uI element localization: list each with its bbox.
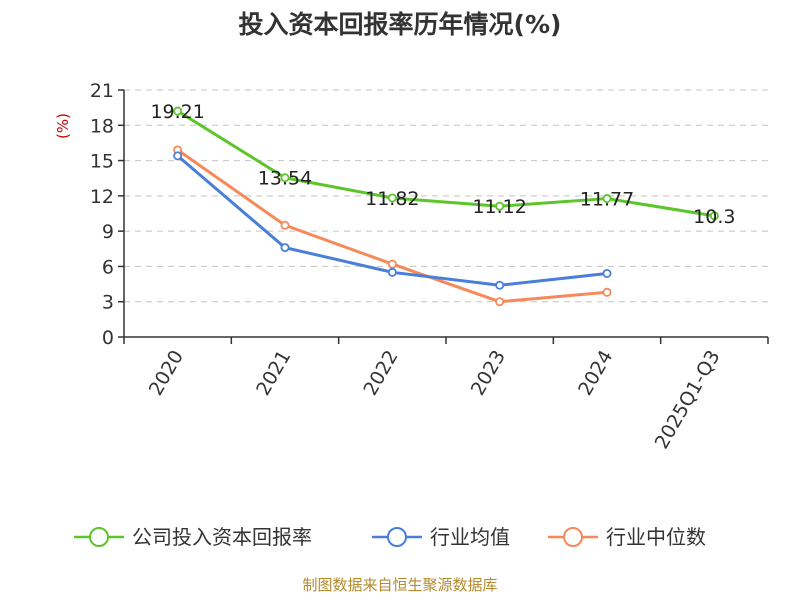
data-point [495,201,505,211]
series-lines [173,106,719,307]
x-tick-label: 2024 [574,347,617,400]
source-footnote: 制图数据来自恒生聚源数据库 [302,576,497,594]
y-tick-label: 21 [90,80,114,102]
legend-marker [563,527,583,547]
data-point [602,268,612,278]
data-point [387,267,397,277]
y-tick-label: 15 [90,151,114,173]
data-point [602,287,612,297]
data-point [387,259,397,269]
legend-label: 行业均值 [430,525,510,549]
x-tick-label: 2023 [467,346,510,399]
grid-lines [124,89,768,303]
data-point [280,243,290,253]
y-tick-label: 18 [90,115,114,137]
x-tick-label: 2025Q1-Q3 [651,347,725,453]
data-label: 19.21 [150,101,204,123]
chart-title: 投入资本回报率历年情况(%) [239,10,562,39]
legend: 公司投入资本回报率 行业均值 行业中位数 [74,525,706,549]
data-labels: 19.21 13.54 11.82 11.12 11.77 10.3 [150,101,735,228]
x-tick-label: 2021 [252,347,295,400]
data-point [495,280,505,290]
y-tick-label: 12 [90,186,114,208]
data-point [173,151,183,161]
data-point [280,173,290,183]
data-label: 11.82 [365,188,419,210]
data-point [602,194,612,204]
data-label: 13.54 [258,168,312,190]
y-tick-label: 3 [102,292,114,314]
x-tick-label: 2022 [359,347,402,400]
data-point [709,211,719,221]
series-line [176,109,715,218]
data-point [280,220,290,230]
legend-label: 公司投入资本回报率 [132,525,312,549]
y-tick-label: 0 [102,327,114,349]
data-label: 11.77 [580,189,634,211]
y-tick-label: 9 [102,221,114,243]
legend-marker [387,527,407,547]
data-label: 11.12 [472,196,526,218]
x-tick-label: 2020 [145,347,188,400]
data-point [173,106,183,116]
data-point [387,193,397,203]
legend-label: 行业中位数 [606,525,706,549]
legend-marker [89,527,109,547]
y-tick-label: 6 [102,256,114,278]
y-axis-unit-label: (%) [54,113,72,139]
series-line [176,148,608,304]
data-label: 10.3 [693,206,735,228]
data-point [495,297,505,307]
